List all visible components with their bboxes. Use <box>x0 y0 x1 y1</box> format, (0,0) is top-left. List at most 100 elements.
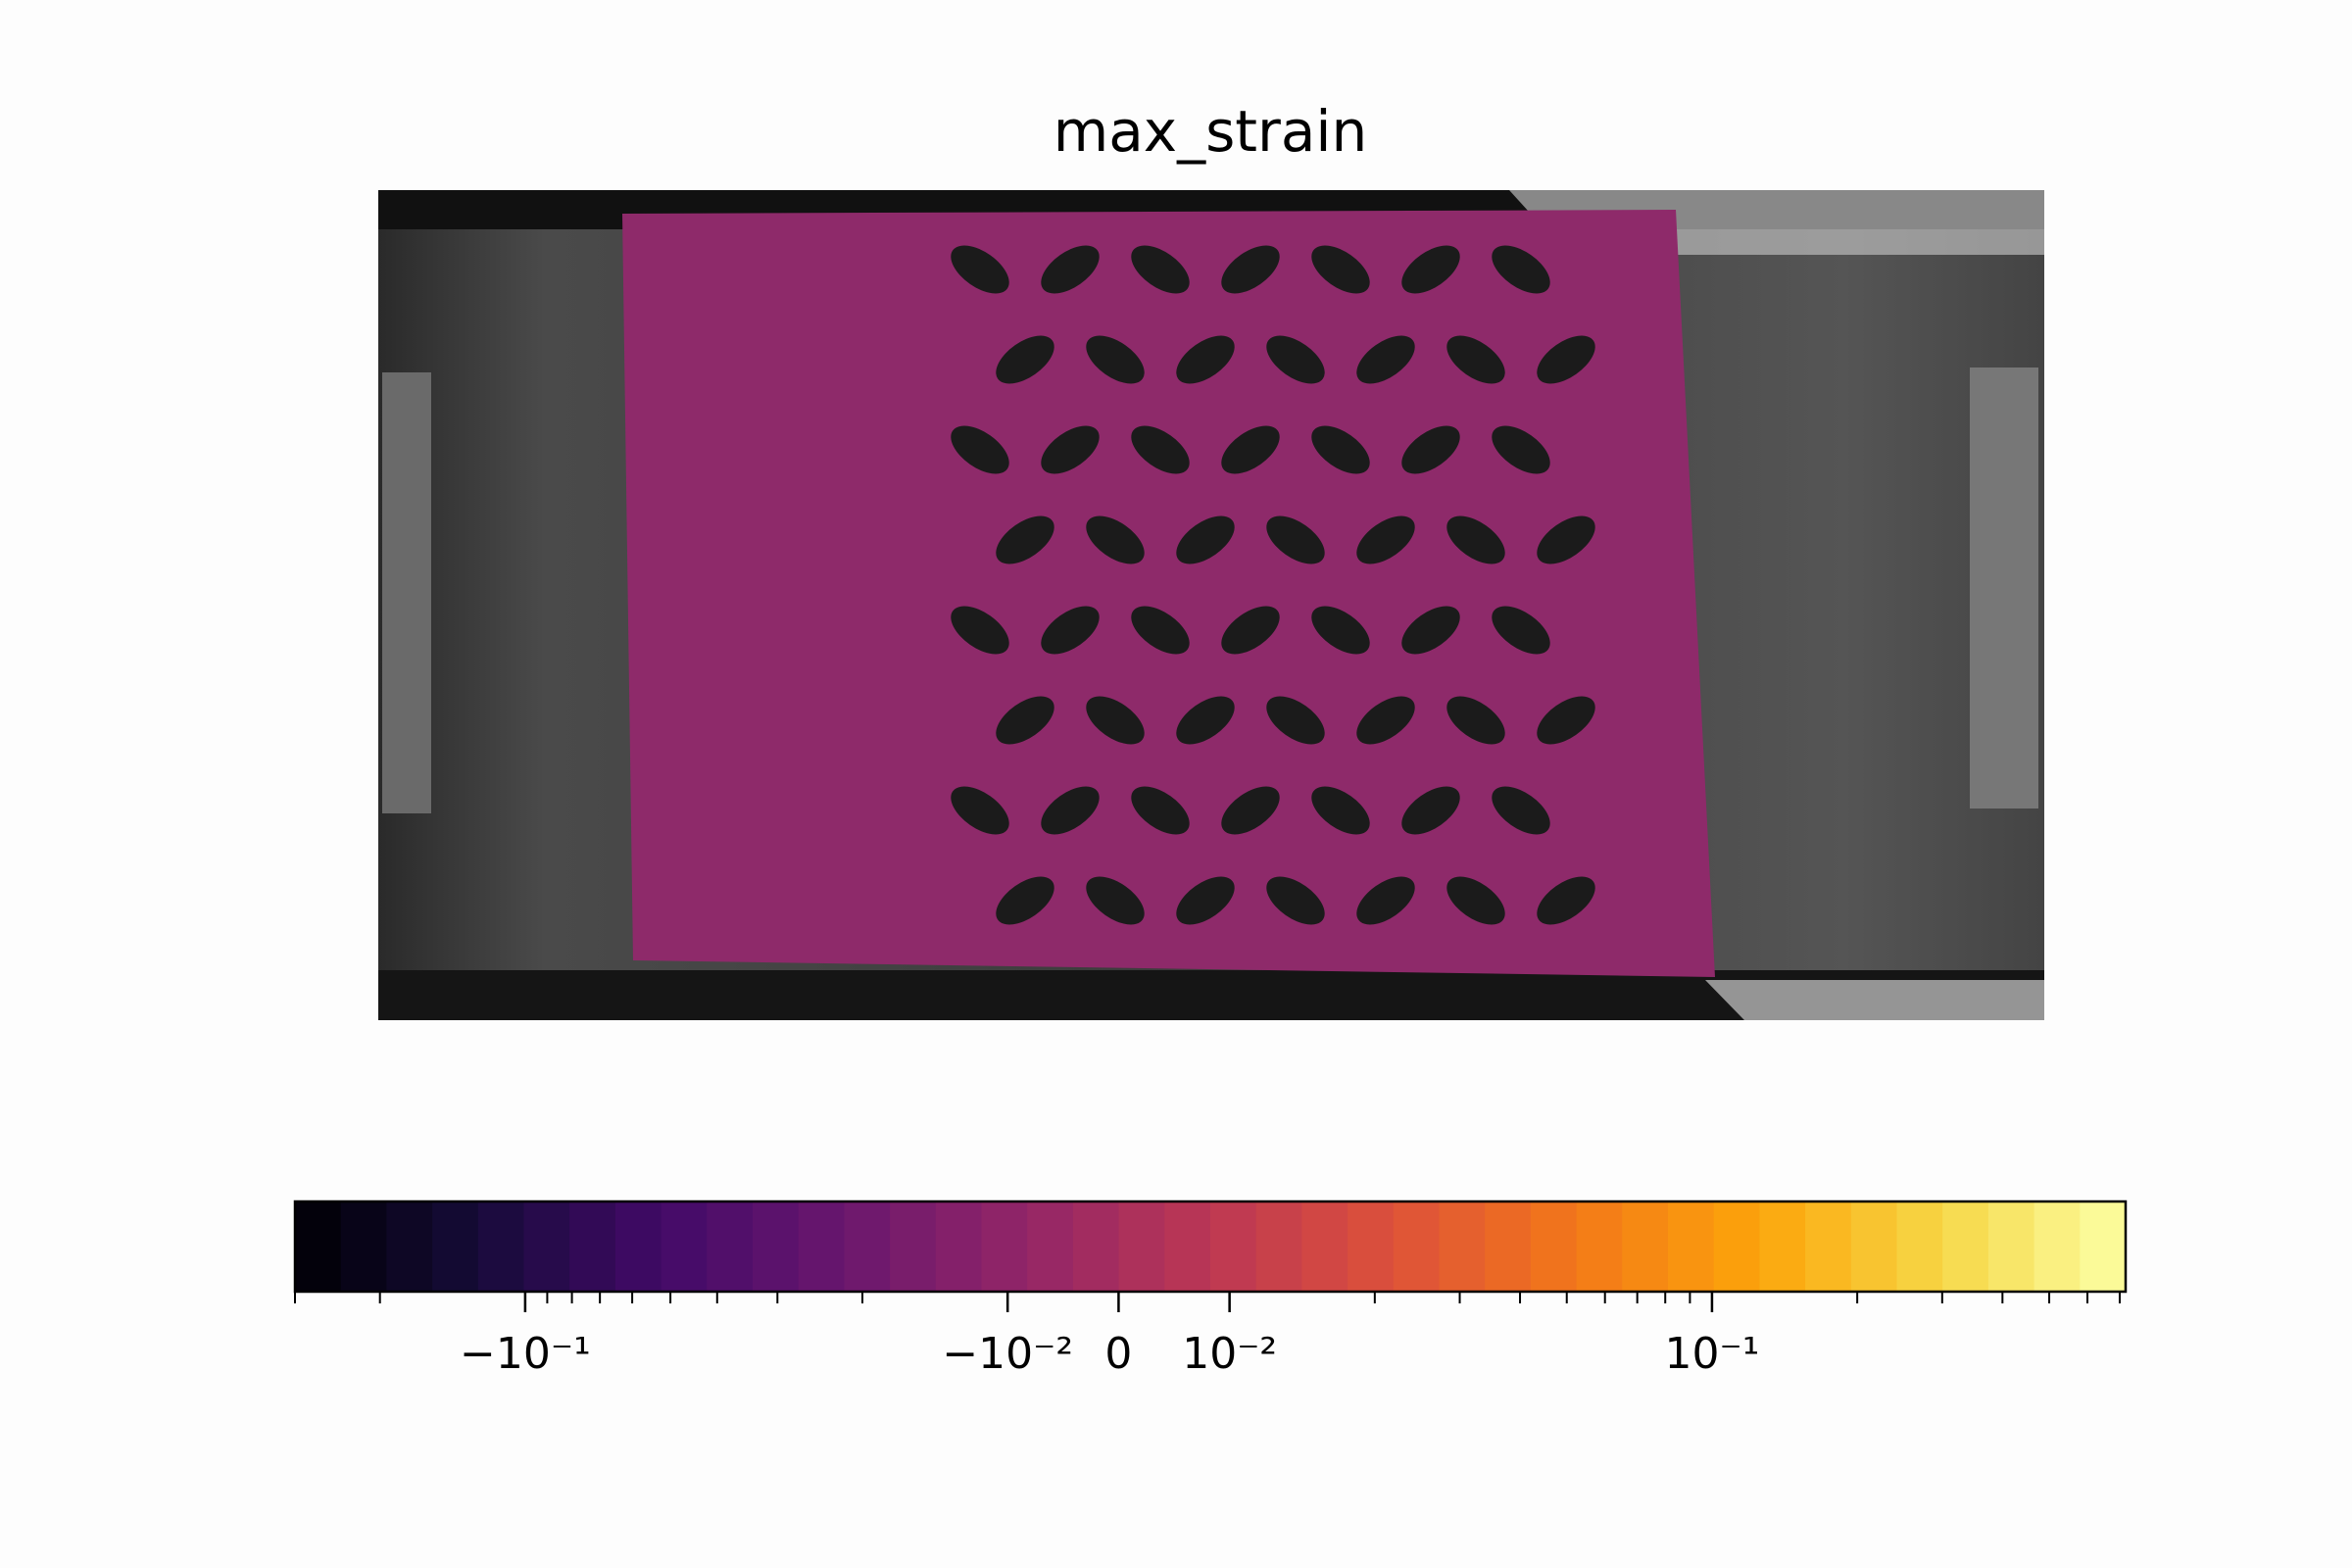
colorbar-band <box>1987 1201 2035 1292</box>
hole <box>951 606 1009 655</box>
hole <box>1041 425 1100 474</box>
colorbar-band <box>386 1201 433 1292</box>
colorbar-band <box>1805 1201 1852 1292</box>
colorbar-band <box>1713 1201 1760 1292</box>
chart-title: max_strain <box>1054 98 1368 165</box>
colorbar-band <box>2034 1201 2081 1292</box>
colorbar-band <box>2080 1201 2127 1292</box>
colorbar-band <box>1759 1201 1806 1292</box>
colorbar-tick-label: −10⁻² <box>942 1329 1073 1379</box>
colorbar-band <box>1896 1201 1943 1292</box>
hole <box>1356 515 1415 564</box>
hole <box>1311 786 1370 835</box>
colorbar-band <box>614 1201 662 1292</box>
colorbar-band <box>1255 1201 1302 1292</box>
grip-block <box>1970 368 2038 808</box>
colorbar-band <box>1439 1201 1486 1292</box>
hole <box>1446 515 1505 564</box>
hole <box>1176 515 1235 564</box>
colorbar-band <box>798 1201 845 1292</box>
hole <box>1446 335 1505 384</box>
colorbar-band <box>1027 1201 1074 1292</box>
hole <box>951 425 1009 474</box>
hole <box>1221 786 1280 835</box>
lattice-holes <box>951 245 1595 925</box>
colorbar-band <box>1485 1201 1532 1292</box>
hole <box>1266 696 1325 745</box>
hole <box>1266 876 1325 925</box>
colorbar-tick-label: 10⁻¹ <box>1665 1329 1760 1379</box>
hole <box>1086 515 1145 564</box>
hole <box>1266 515 1325 564</box>
hole <box>1086 876 1145 925</box>
hole <box>1311 425 1370 474</box>
hole <box>1221 245 1280 294</box>
colorbar-band <box>1576 1201 1623 1292</box>
hole <box>1221 606 1280 655</box>
colorbar-band <box>935 1201 983 1292</box>
colorbar-band <box>1301 1201 1348 1292</box>
hole <box>1176 335 1235 384</box>
grip-block <box>382 372 431 813</box>
colorbar-band <box>1622 1201 1669 1292</box>
hole <box>1086 696 1145 745</box>
hole <box>1356 876 1415 925</box>
hole <box>1492 786 1550 835</box>
hole <box>1492 425 1550 474</box>
hole <box>1311 606 1370 655</box>
hole <box>1537 515 1595 564</box>
hole <box>1176 876 1235 925</box>
hole <box>1131 245 1190 294</box>
hole <box>1266 335 1325 384</box>
hole <box>1446 696 1505 745</box>
colorbar-tick-label: 10⁻² <box>1182 1329 1277 1379</box>
colorbar-band <box>1393 1201 1441 1292</box>
colorbar-band <box>1348 1201 1395 1292</box>
colorbar-band <box>707 1201 754 1292</box>
hole <box>1086 335 1145 384</box>
colorbar-band <box>890 1201 937 1292</box>
hole <box>1356 696 1415 745</box>
colorbar-band <box>1072 1201 1120 1292</box>
hole <box>1537 335 1595 384</box>
colorbar-frame <box>293 1200 2128 1294</box>
hole <box>1041 245 1100 294</box>
colorbar-band <box>523 1201 570 1292</box>
colorbar-band <box>569 1201 616 1292</box>
hole <box>1131 786 1190 835</box>
hole <box>1401 425 1460 474</box>
hole <box>1401 245 1460 294</box>
hole <box>1401 786 1460 835</box>
colorbar-band <box>1530 1201 1578 1292</box>
colorbar-band <box>1210 1201 1257 1292</box>
colorbar-tick-label: −10⁻¹ <box>460 1329 591 1379</box>
colorbar-band <box>1164 1201 1211 1292</box>
hole <box>1401 606 1460 655</box>
strain-overlay <box>622 210 1715 977</box>
colorbar-tick-label: 0 <box>1104 1329 1132 1379</box>
colorbar-band <box>753 1201 800 1292</box>
colorbar-band <box>661 1201 708 1292</box>
hole <box>951 786 1009 835</box>
colorbar-band <box>340 1201 387 1292</box>
hole <box>996 515 1054 564</box>
specimen-image <box>378 190 2044 1020</box>
hole <box>1176 696 1235 745</box>
colorbar-band <box>477 1201 525 1292</box>
hole <box>1446 876 1505 925</box>
hole <box>996 876 1054 925</box>
hole <box>1311 245 1370 294</box>
hole <box>1131 606 1190 655</box>
colorbar-band <box>295 1201 342 1292</box>
colorbar-band <box>1942 1201 1989 1292</box>
colorbar-band <box>1118 1201 1165 1292</box>
hole <box>1131 425 1190 474</box>
hole <box>1537 876 1595 925</box>
hole <box>1537 696 1595 745</box>
hole <box>1041 606 1100 655</box>
hole <box>1041 786 1100 835</box>
hole <box>996 335 1054 384</box>
hole <box>1492 606 1550 655</box>
